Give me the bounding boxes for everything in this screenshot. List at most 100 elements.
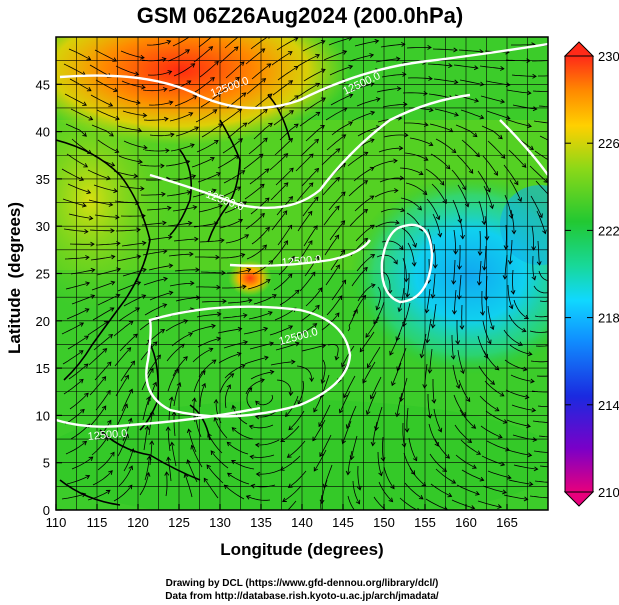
streamline (224, 201, 247, 214)
streamline (68, 363, 89, 380)
streamline (251, 484, 276, 488)
streamline-arrow (423, 156, 429, 161)
streamline (219, 219, 243, 229)
streamline-arrow (369, 82, 375, 87)
streamline (224, 37, 239, 49)
streamline (67, 183, 91, 194)
streamline (321, 148, 340, 166)
streamline (328, 191, 346, 211)
streamline-arrow (476, 281, 482, 286)
streamline (174, 95, 197, 107)
streamline-arrow (110, 162, 116, 167)
streamline (409, 467, 426, 487)
streamline (66, 308, 89, 320)
streamline-arrow (288, 137, 294, 143)
streamline-arrow (464, 202, 470, 208)
streamline (272, 240, 288, 261)
streamline-arrow (286, 453, 292, 458)
streamline (529, 495, 548, 499)
streamline-arrow (524, 314, 529, 320)
streamline-arrow (475, 152, 480, 158)
streamline-arrow (527, 123, 532, 129)
streamline-arrow (425, 338, 431, 344)
streamline (227, 122, 247, 139)
streamline-arrow (526, 423, 531, 429)
streamline-arrow (180, 343, 185, 349)
streamline-arrow (334, 355, 340, 361)
streamline (506, 89, 531, 94)
streamline-arrow (239, 61, 245, 66)
streamline (312, 419, 326, 441)
streamline-arrow (192, 95, 198, 100)
x-tick-label: 150 (373, 515, 395, 530)
streamline-arrow (475, 491, 480, 496)
streamline (453, 229, 456, 254)
streamline (89, 229, 115, 232)
streamline (226, 268, 251, 274)
streamline (122, 268, 147, 277)
streamline-arrow (493, 171, 498, 176)
streamline-arrow (503, 245, 509, 250)
streamline (538, 435, 548, 438)
streamline-arrow (308, 182, 314, 187)
streamline (274, 307, 297, 321)
streamline (227, 472, 250, 485)
streamline (408, 437, 417, 461)
streamline (277, 66, 299, 81)
streamline (482, 155, 498, 176)
streamline-arrow (294, 341, 300, 347)
streamline-arrow (185, 49, 190, 54)
streamline-arrow (238, 138, 243, 143)
streamline-arrow (285, 412, 290, 417)
streamline-arrow (370, 254, 376, 259)
streamline (296, 365, 313, 382)
streamline-arrow (447, 492, 453, 498)
streamline-arrow (453, 79, 459, 85)
streamline-arrow (264, 168, 270, 173)
streamline (245, 48, 265, 65)
streamline-arrow (363, 180, 369, 185)
streamline-arrow (216, 92, 222, 98)
streamline (172, 206, 197, 212)
streamline (538, 105, 548, 108)
streamline-arrow (348, 121, 353, 126)
streamline (96, 109, 120, 120)
streamline-arrow (187, 220, 193, 226)
streamline (232, 427, 254, 440)
streamline (279, 289, 300, 306)
streamline-arrow (353, 308, 358, 314)
streamline (255, 409, 279, 418)
streamline (352, 295, 366, 317)
streamline-arrow (442, 467, 447, 473)
streamline (323, 50, 347, 61)
streamline-arrow (149, 367, 154, 373)
streamline (359, 331, 375, 352)
streamline (63, 63, 86, 76)
streamline-arrow (108, 334, 114, 339)
streamline-arrow (190, 143, 195, 148)
streamline-arrow (191, 174, 197, 179)
streamline-arrow (318, 422, 323, 428)
streamline-arrow (78, 350, 84, 355)
streamline-arrow (531, 407, 537, 413)
streamline (302, 196, 319, 217)
streamline (507, 449, 532, 456)
streamline (297, 54, 320, 67)
streamline-arrow (186, 190, 192, 195)
streamline-arrow (264, 355, 269, 361)
streamline-arrow (312, 436, 317, 442)
streamline-arrow (137, 127, 143, 133)
streamline-arrow (490, 380, 496, 385)
colorbar-tick-label: 218 (598, 311, 619, 326)
streamline (320, 494, 323, 510)
streamline (304, 255, 319, 277)
streamline (330, 249, 345, 271)
streamline-arrow (283, 153, 289, 158)
streamline-arrow (195, 267, 200, 273)
streamline (191, 325, 216, 333)
streamline (409, 137, 433, 146)
streamline (350, 83, 374, 92)
streamline (191, 157, 215, 168)
streamline-arrow (334, 234, 340, 240)
streamline-arrow (375, 305, 381, 311)
